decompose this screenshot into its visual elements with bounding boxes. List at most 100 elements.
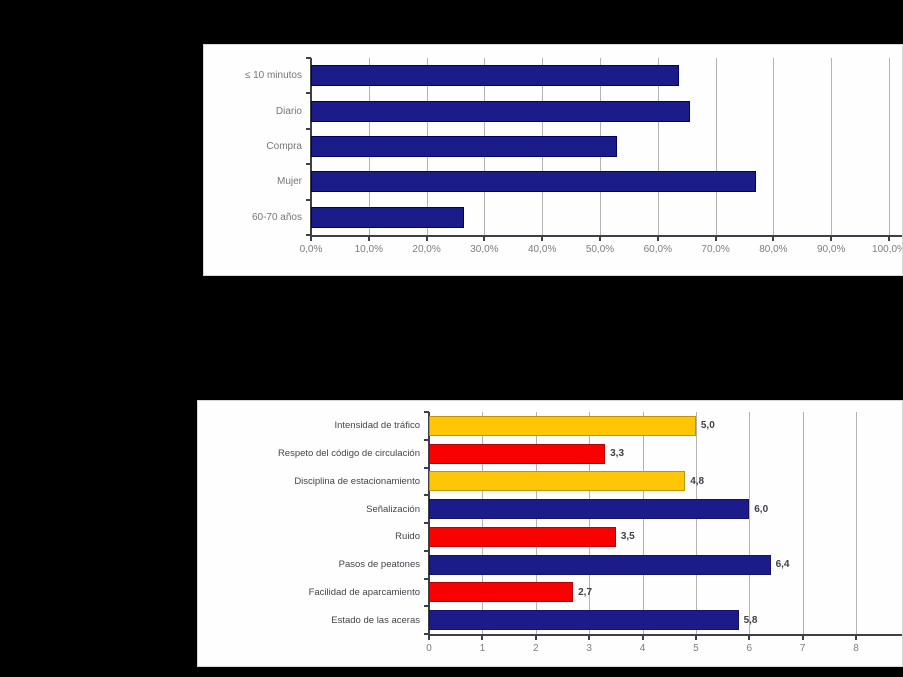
gridline <box>482 412 484 634</box>
x-axis-tick <box>694 636 697 640</box>
x-axis-tick <box>483 237 486 241</box>
street-aspects-rating-bar-chart: 0 1 2 3 4 5 6 7 8 Intensidad de tráfico 5,0 Respeto… <box>197 400 903 667</box>
bar <box>429 554 771 575</box>
category-label: Estado de las aceras <box>331 614 420 626</box>
x-tick-label: 0 <box>426 643 432 654</box>
category-label: ≤ 10 minutos <box>244 70 302 82</box>
value-label: 3,3 <box>610 448 625 460</box>
y-axis-tick <box>306 198 311 201</box>
y-axis-tick <box>424 577 429 580</box>
category-label: Ruido <box>395 531 420 543</box>
bar <box>311 100 690 122</box>
y-axis-tick <box>306 92 311 95</box>
bar <box>311 136 617 157</box>
x-tick-label: 100,0% <box>872 244 903 255</box>
x-tick-label: 3 <box>586 643 592 654</box>
bar <box>311 171 757 193</box>
y-axis <box>428 412 430 636</box>
x-axis-tick <box>772 237 775 241</box>
x-tick-label: 1 <box>479 643 486 654</box>
value-label: 6,4 <box>775 559 790 571</box>
category-label: Facilidad de aparcamiento <box>308 586 420 598</box>
gridline <box>831 58 833 235</box>
x-tick-label: 4 <box>639 643 646 654</box>
category-label: Diario <box>275 105 302 117</box>
category-label: Disciplina de estacionamiento <box>294 475 420 487</box>
gridline <box>715 58 717 235</box>
x-tick-label: 20,0% <box>412 244 441 255</box>
x-axis-tick <box>656 237 659 241</box>
x-axis-tick <box>888 237 890 241</box>
bar <box>429 471 686 492</box>
bar <box>429 582 574 603</box>
y-axis-tick <box>306 234 311 236</box>
x-axis-tick <box>748 636 751 640</box>
x-tick-label: 10,0% <box>354 244 383 255</box>
y-axis-tick <box>424 522 429 524</box>
category-label: Respeto del código de circulación <box>277 448 420 460</box>
value-label: 4,8 <box>690 475 705 487</box>
value-label: 5,8 <box>743 614 758 626</box>
x-axis-tick <box>599 237 601 241</box>
x-axis-tick <box>855 636 857 640</box>
x-axis-tick <box>481 636 484 640</box>
gridline <box>642 412 644 634</box>
x-axis-tick <box>310 237 312 241</box>
x-tick-label: 80,0% <box>759 244 788 255</box>
y-axis-tick <box>424 494 429 497</box>
y-axis-tick <box>306 57 311 59</box>
y-axis-tick <box>424 411 429 413</box>
x-tick-label: 30,0% <box>470 244 499 255</box>
x-tick-label: 90,0% <box>817 244 846 255</box>
y-axis-tick <box>306 127 311 130</box>
category-label: Pasos de peatones <box>338 559 420 571</box>
gridline <box>802 412 804 634</box>
bar <box>429 415 696 436</box>
bar <box>311 65 680 87</box>
x-tick-label: 7 <box>799 643 806 654</box>
x-axis-tick <box>534 636 537 640</box>
y-axis-tick <box>424 549 429 552</box>
x-axis-tick <box>367 237 370 241</box>
category-label: Intensidad de tráfico <box>334 420 420 432</box>
gridline <box>773 58 775 235</box>
x-axis-tick <box>801 636 804 640</box>
value-label: 5,0 <box>700 420 715 432</box>
x-tick-label: 60,0% <box>643 244 672 255</box>
y-axis-tick <box>424 466 429 469</box>
value-label: 6,0 <box>754 503 769 515</box>
gridline <box>589 412 591 634</box>
y-axis-tick <box>306 163 311 166</box>
x-axis <box>429 634 902 636</box>
x-tick-label: 50,0% <box>585 244 615 255</box>
x-axis-tick <box>641 636 644 640</box>
gridline <box>889 58 890 235</box>
bar <box>429 526 616 547</box>
bar <box>429 443 606 464</box>
gridline <box>657 58 659 235</box>
x-axis-tick <box>588 636 591 640</box>
x-axis-tick <box>428 636 430 640</box>
x-tick-label: 8 <box>853 643 859 654</box>
gridline <box>749 412 751 634</box>
x-tick-label: 5 <box>693 643 699 654</box>
category-label: Señalización <box>366 503 420 515</box>
x-axis <box>311 235 902 237</box>
x-tick-label: 70,0% <box>701 244 730 255</box>
y-axis-tick <box>424 605 429 608</box>
gridline <box>695 412 697 634</box>
x-tick-label: 0,0% <box>299 244 323 255</box>
x-axis-tick <box>714 237 717 241</box>
bar <box>429 499 750 520</box>
value-label: 2,7 <box>578 586 593 598</box>
category-label: Mujer <box>276 176 302 188</box>
y-axis-tick <box>424 438 429 441</box>
x-axis-tick <box>425 237 428 241</box>
x-tick-label: 2 <box>532 643 539 654</box>
category-label: 60-70 años <box>251 211 302 223</box>
bar <box>311 206 465 228</box>
category-label: Compra <box>266 140 302 152</box>
bar <box>429 610 739 631</box>
value-label: 3,5 <box>620 531 635 543</box>
